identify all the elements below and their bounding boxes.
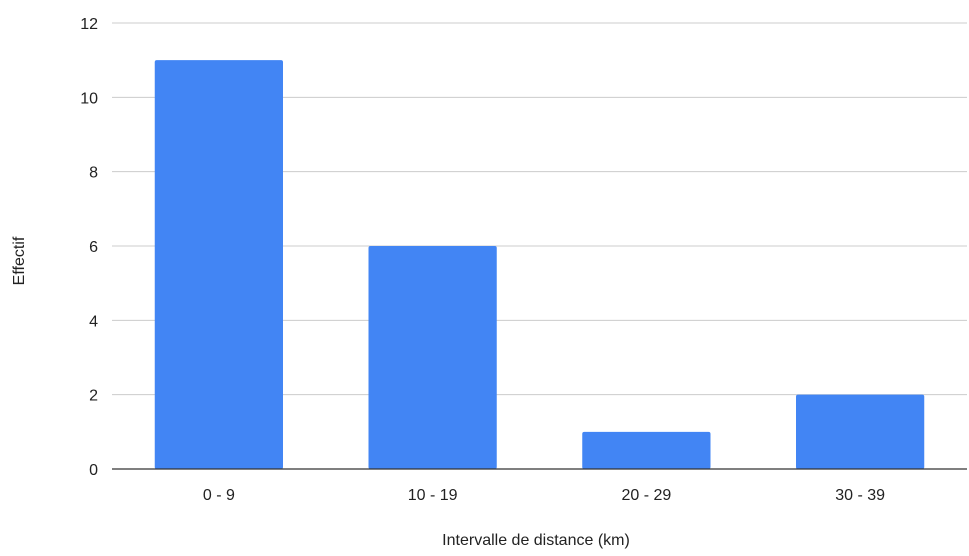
bar-0-9 xyxy=(154,60,283,470)
y-tick-label: 0 xyxy=(89,462,98,479)
y-tick-label: 10 xyxy=(80,90,98,107)
y-tick-label: 6 xyxy=(89,239,98,256)
bar-20-29 xyxy=(582,431,711,469)
bars xyxy=(154,60,925,470)
x-tick-label: 20 - 29 xyxy=(621,487,671,504)
x-axis-title: Intervalle de distance (km) xyxy=(442,532,630,549)
x-tick-label: 0 - 9 xyxy=(203,487,235,504)
y-tick-label: 4 xyxy=(89,313,98,330)
bar-30-39 xyxy=(796,394,925,469)
y-axis-title: Effectif xyxy=(11,236,28,285)
y-tick-labels: 0 2 4 6 8 10 12 xyxy=(80,16,98,479)
x-tick-label: 10 - 19 xyxy=(408,487,458,504)
y-tick-label: 8 xyxy=(89,165,98,182)
x-tick-label: 30 - 39 xyxy=(835,487,885,504)
x-tick-labels: 0 - 9 10 - 19 20 - 29 30 - 39 xyxy=(203,487,885,504)
bar-10-19 xyxy=(368,246,497,469)
y-tick-label: 12 xyxy=(80,16,98,33)
y-tick-label: 2 xyxy=(89,388,98,405)
